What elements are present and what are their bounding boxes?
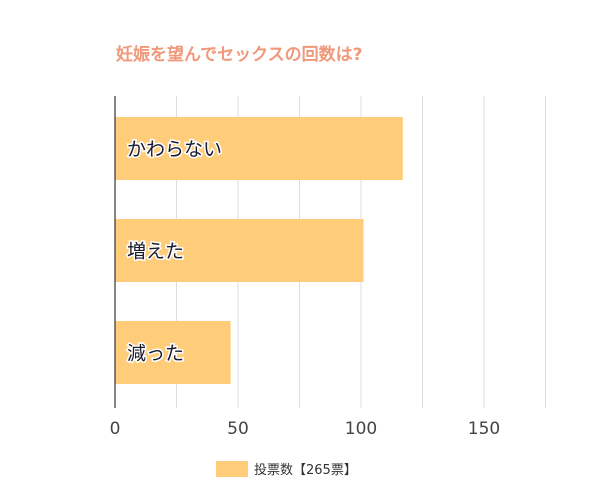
- legend-swatch: [216, 460, 248, 477]
- bar-0: [115, 117, 403, 180]
- bar-label-1: 増えた: [127, 241, 184, 263]
- bar-2: [115, 321, 231, 384]
- x-tick-label-2: 100: [345, 419, 377, 439]
- x-tick-label-1: 50: [227, 419, 249, 439]
- legend-label: 投票数【265票】: [254, 463, 357, 478]
- x-tick-label-3: 150: [468, 419, 500, 439]
- bar-label-2: 減った: [127, 343, 184, 365]
- legend: 投票数【265票】: [216, 459, 357, 478]
- bar-label-0: かわらない: [127, 139, 222, 161]
- chart-title: 妊娠を望んでセックスの回数は?: [116, 45, 363, 65]
- bar-1: [115, 219, 364, 282]
- x-tick-label-0: 0: [110, 419, 121, 439]
